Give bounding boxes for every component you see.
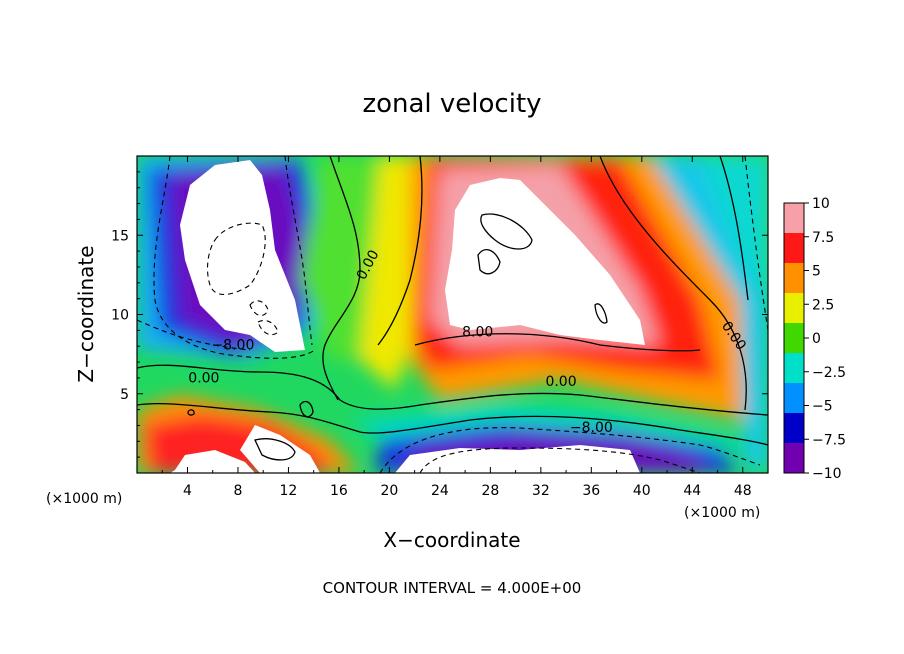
- x-axis: 4 8 12 16 20 24 28 32 36 40 44 48: [161, 156, 752, 499]
- colorbar-swatch: [784, 443, 804, 474]
- colorbar-tick-label: 5: [812, 264, 821, 280]
- velocity-field: [137, 156, 768, 473]
- colorbar-tick-label: −5: [812, 399, 833, 415]
- x-tick-label: 24: [431, 483, 449, 499]
- x-unit-right: (×1000 m): [684, 505, 760, 521]
- x-tick-label: 32: [532, 483, 550, 499]
- contour-label: −8.00: [211, 337, 254, 353]
- colorbar-swatch: [784, 293, 804, 324]
- colorbar-tick-label: 2.5: [812, 297, 834, 313]
- colorbar-swatch: [784, 383, 804, 414]
- negative-contour-lines: [137, 156, 768, 473]
- x-tick-label: 8: [233, 483, 242, 499]
- y-tick-label: 10: [111, 308, 129, 324]
- colorbar-tick-label: −10: [812, 466, 842, 482]
- x-tick-label: 36: [582, 483, 600, 499]
- contour-label: 8.00: [462, 325, 493, 341]
- contour-interval-note: CONTOUR INTERVAL = 4.000E+00: [323, 579, 582, 597]
- x-tick-label: 4: [183, 483, 192, 499]
- colorbar-swatch: [784, 323, 804, 354]
- y-tick-label: 5: [120, 387, 129, 403]
- contour-label: −8.00: [570, 420, 613, 436]
- colorbar-tick-label: 10: [812, 196, 830, 212]
- x-axis-label: X−coordinate: [383, 528, 520, 552]
- colorbar-swatch: [784, 413, 804, 444]
- colorbar-swatch: [784, 233, 804, 264]
- contour-labels: 0.000.00−8.008.000.00−8.000.00: [188, 248, 749, 436]
- x-tick-label: 20: [380, 483, 398, 499]
- colorbar-tick-label: −7.5: [812, 432, 846, 448]
- colorbar-swatch: [784, 353, 804, 384]
- y-axis-label: Z−coordinate: [74, 245, 98, 382]
- contour-label: 0.00: [188, 371, 219, 387]
- contour-label: 0.00: [545, 374, 576, 390]
- x-tick-label: 16: [330, 483, 348, 499]
- chart-title: zonal velocity: [362, 89, 541, 119]
- y-tick-label: 15: [111, 228, 129, 244]
- contour-lines: [137, 156, 768, 461]
- y-axis: 5 10 15: [111, 171, 768, 458]
- colorbar-tick-label: 7.5: [812, 230, 834, 246]
- colorbar-tick-label: 0: [812, 331, 821, 347]
- x-unit-left: (×1000 m): [46, 491, 122, 507]
- x-tick-label: 48: [734, 483, 752, 499]
- colorbar-swatch: [784, 263, 804, 294]
- x-tick-label: 28: [481, 483, 499, 499]
- colorbar-tick-label: −2.5: [812, 365, 846, 381]
- x-tick-label: 40: [633, 483, 651, 499]
- x-tick-label: 12: [280, 483, 298, 499]
- colorbar: 10 7.5 5 2.5 0 −2.5 −5 −7.5 −10: [783, 196, 846, 482]
- x-tick-label: 44: [683, 483, 701, 499]
- colorbar-swatch: [784, 203, 804, 234]
